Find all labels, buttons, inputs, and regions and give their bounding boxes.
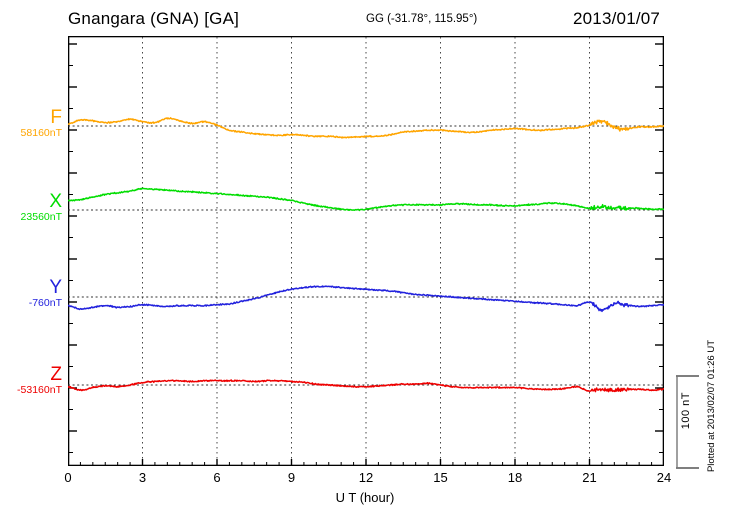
- x-tick-18: 18: [507, 470, 523, 485]
- x-tick-9: 9: [287, 470, 296, 485]
- x-tick-24: 24: [656, 470, 672, 485]
- x-axis-title: U T (hour): [335, 490, 395, 505]
- component-letter-y: Y: [49, 277, 62, 298]
- x-tick-21: 21: [582, 470, 597, 485]
- x-tick-15: 15: [433, 470, 448, 485]
- magnetogram-svg: [68, 36, 664, 466]
- component-letter-f: F: [50, 107, 62, 128]
- component-letter-x: X: [49, 191, 62, 212]
- component-baseline-x: 23560nT: [20, 211, 62, 223]
- x-tick-3: 3: [138, 470, 147, 485]
- component-baseline-z: -53160nT: [17, 384, 62, 396]
- page-title: Gnangara (GNA) [GA]: [68, 9, 240, 28]
- component-baseline-f: 58160nT: [20, 127, 62, 139]
- x-tick-6: 6: [213, 470, 221, 485]
- component-label-y: Y -760nT: [0, 278, 62, 310]
- plotted-at-timestamp: Plotted at 2013/02/07 01:26 UT: [706, 340, 717, 473]
- scale-bar: [676, 375, 699, 469]
- component-label-x: X 23560nT: [0, 192, 62, 224]
- component-baseline-y: -760nT: [28, 297, 62, 309]
- magnetogram-plot: [68, 36, 664, 466]
- component-label-z: Z -53160nT: [0, 365, 62, 397]
- geographic-coordinates: GG (-31.78°, 115.95°): [366, 13, 478, 25]
- observation-date: 2013/01/07: [573, 9, 661, 28]
- x-tick-12: 12: [358, 470, 374, 485]
- x-tick-0: 0: [64, 470, 72, 485]
- scale-bar-label: 100 nT: [680, 392, 692, 430]
- component-letter-z: Z: [50, 364, 62, 385]
- component-label-f: F 58160nT: [0, 108, 62, 140]
